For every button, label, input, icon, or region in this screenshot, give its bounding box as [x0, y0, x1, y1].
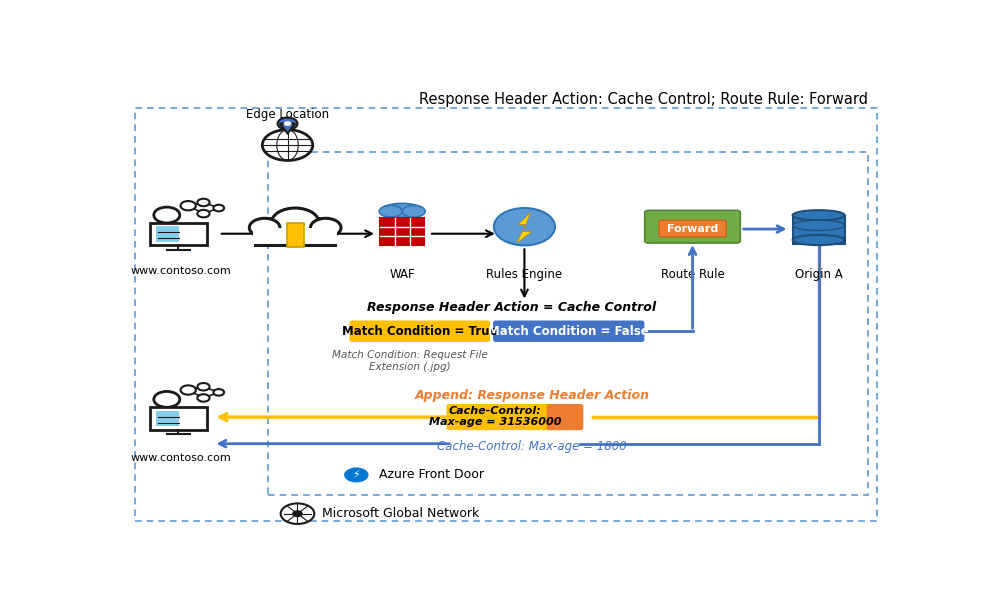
- Text: Cache-Control: Max-age = 1800: Cache-Control: Max-age = 1800: [437, 441, 627, 453]
- Circle shape: [180, 201, 196, 210]
- Text: Append: Response Header Action: Append: Response Header Action: [414, 389, 650, 402]
- Circle shape: [281, 504, 315, 524]
- Circle shape: [268, 210, 315, 238]
- Bar: [268, 152, 869, 495]
- Ellipse shape: [249, 218, 280, 237]
- Circle shape: [278, 118, 298, 130]
- Circle shape: [180, 385, 196, 395]
- Bar: [380, 218, 424, 245]
- Text: Forward: Forward: [667, 224, 718, 233]
- Text: Match Condition = False: Match Condition = False: [488, 325, 649, 338]
- Circle shape: [344, 467, 369, 482]
- Text: Edge Location: Edge Location: [246, 108, 329, 121]
- Circle shape: [249, 218, 280, 236]
- Text: Microsoft Global Network: Microsoft Global Network: [321, 507, 479, 520]
- Circle shape: [293, 511, 302, 516]
- Circle shape: [197, 395, 210, 402]
- Circle shape: [262, 130, 313, 161]
- Circle shape: [494, 208, 555, 245]
- Bar: [793, 216, 845, 244]
- Text: Cache-Control:
Max-age = 31536000: Cache-Control: Max-age = 31536000: [429, 406, 562, 427]
- Circle shape: [303, 218, 333, 236]
- FancyBboxPatch shape: [659, 220, 726, 237]
- Text: Origin A: Origin A: [795, 268, 842, 281]
- Circle shape: [254, 218, 298, 244]
- Ellipse shape: [311, 218, 341, 237]
- Bar: [135, 108, 878, 521]
- Circle shape: [197, 383, 210, 390]
- Text: Rules Engine: Rules Engine: [486, 268, 562, 281]
- Circle shape: [293, 218, 335, 244]
- FancyBboxPatch shape: [546, 404, 584, 430]
- Bar: [150, 407, 207, 430]
- Circle shape: [154, 391, 179, 407]
- Ellipse shape: [380, 205, 402, 217]
- FancyBboxPatch shape: [493, 321, 645, 342]
- Circle shape: [197, 210, 210, 218]
- Text: Match Condition: Request File
Extension (.jpg): Match Condition: Request File Extension …: [332, 350, 488, 372]
- Bar: [150, 223, 207, 245]
- Ellipse shape: [254, 218, 298, 244]
- Text: WAF: WAF: [389, 268, 415, 281]
- Bar: [156, 410, 179, 427]
- Ellipse shape: [271, 208, 318, 237]
- Ellipse shape: [293, 218, 335, 244]
- Bar: [253, 228, 337, 245]
- Text: Response Header Action = Cache Control: Response Header Action = Cache Control: [367, 301, 656, 314]
- Ellipse shape: [793, 210, 845, 221]
- Bar: [287, 224, 304, 247]
- Text: Response Header Action: Cache Control; Route Rule: Forward: Response Header Action: Cache Control; R…: [419, 92, 869, 107]
- Ellipse shape: [382, 204, 423, 218]
- Circle shape: [284, 121, 291, 126]
- Circle shape: [197, 199, 210, 206]
- Text: www.contoso.com: www.contoso.com: [130, 266, 231, 276]
- Ellipse shape: [402, 205, 425, 217]
- FancyBboxPatch shape: [645, 210, 740, 243]
- Polygon shape: [280, 124, 295, 133]
- Ellipse shape: [793, 235, 845, 245]
- Text: Route Rule: Route Rule: [661, 268, 725, 281]
- Circle shape: [213, 205, 224, 211]
- Circle shape: [154, 207, 179, 223]
- Text: www.contoso.com: www.contoso.com: [130, 453, 231, 463]
- FancyBboxPatch shape: [447, 404, 566, 430]
- Ellipse shape: [793, 220, 845, 230]
- Text: ⚡: ⚡: [352, 470, 360, 480]
- Text: Match Condition = True: Match Condition = True: [342, 325, 498, 338]
- Text: Azure Front Door: Azure Front Door: [380, 468, 484, 481]
- Circle shape: [213, 389, 224, 396]
- Bar: [156, 226, 179, 242]
- Polygon shape: [517, 213, 532, 243]
- FancyBboxPatch shape: [349, 321, 490, 342]
